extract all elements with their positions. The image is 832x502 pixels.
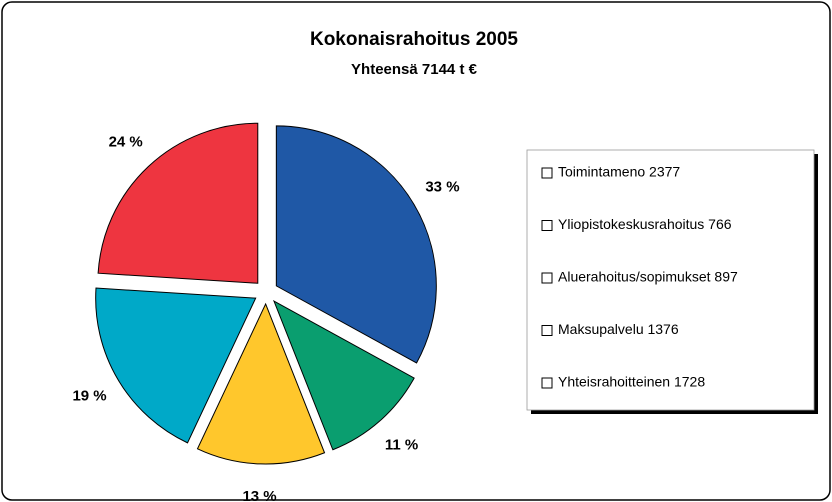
pie-slice [275,125,437,364]
pie-slice [272,299,415,451]
pie-slice [196,302,326,465]
legend-swatch [541,325,553,336]
legend-swatch [541,272,553,284]
data-label: 11 % [385,437,418,454]
data-label: 24 % [109,134,143,151]
data-label: 13 % [242,488,276,502]
chart-title: Kokonaisrahoitus 2005 [310,29,518,50]
legend-swatch [541,377,553,389]
legend-swatch [541,220,553,231]
chart-subtitle: Yhteensä 7144 t € [351,61,478,78]
legend-label: Aluerahoitus/sopimukset 897 [558,269,738,285]
data-label: 33 % [425,179,459,196]
legend-label: Toimintameno 2377 [558,164,680,180]
legend-label: Yliopistokeskusrahoitus 766 [558,216,732,232]
legend-label: Yhteisrahoitteinen 1728 [558,374,705,390]
legend-label: Maksupalvelu 1376 [558,321,679,337]
legend-swatch [541,167,553,179]
legend-box [526,149,815,411]
pie-slice [97,122,259,284]
data-label: 19 % [72,387,106,404]
pie-slice [95,287,257,444]
